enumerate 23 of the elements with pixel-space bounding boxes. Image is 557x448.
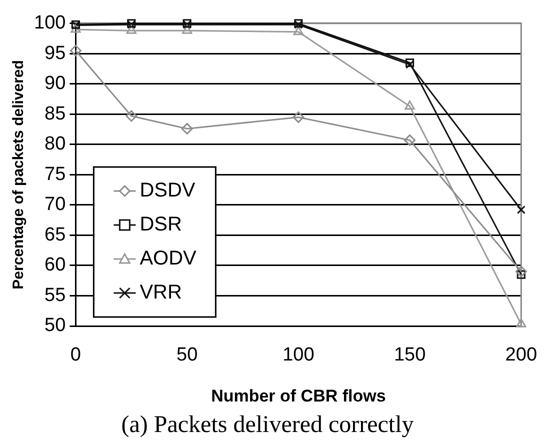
- y-tick-label: 50: [44, 315, 66, 336]
- y-tick-label: 70: [44, 194, 66, 216]
- legend-label: VRR: [140, 282, 182, 304]
- y-tick-label: 95: [44, 42, 66, 64]
- y-tick-label: 90: [44, 73, 66, 94]
- y-tick-label: 65: [44, 224, 66, 246]
- y-tick-label: 100: [34, 12, 66, 34]
- x-tick-label: 200: [505, 344, 537, 366]
- x-tick-label: 100: [282, 344, 314, 366]
- legend-label: AODV: [140, 248, 198, 270]
- y-tick-label: 80: [44, 134, 66, 155]
- y-tick-label: 60: [44, 254, 66, 276]
- legend-label: DSR: [140, 214, 182, 236]
- legend-label: DSDV: [140, 180, 196, 202]
- y-tick-label: 55: [44, 284, 66, 306]
- x-tick-label: 150: [394, 344, 426, 366]
- y-tick-label: 85: [44, 103, 66, 124]
- text: (a) Packets delivered correctly: [121, 412, 414, 438]
- x-axis-title: Number of CBR flows: [211, 386, 386, 406]
- y-tick-label: 75: [44, 164, 66, 185]
- x-tick-label: 50: [176, 344, 198, 366]
- y-axis-title: Percentage of packets delivered: [10, 60, 28, 290]
- x-tick-label: 0: [70, 344, 81, 366]
